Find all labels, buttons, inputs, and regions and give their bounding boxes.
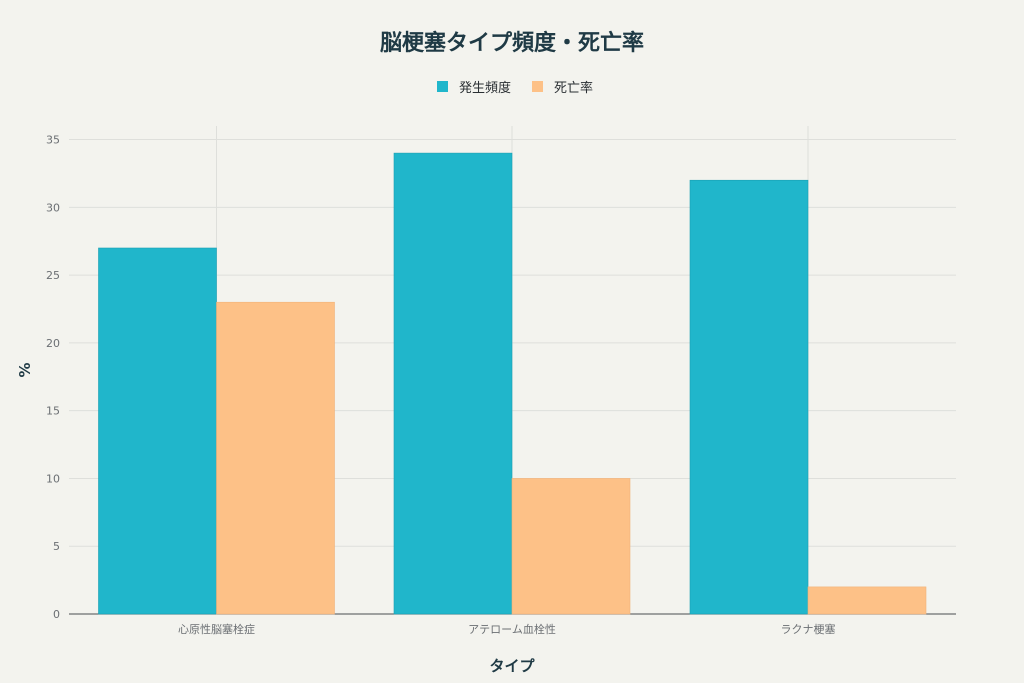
y-tick-label: 30 bbox=[46, 201, 60, 214]
x-axis-title: タイプ bbox=[489, 657, 535, 675]
y-tick-label: 10 bbox=[46, 472, 60, 485]
x-tick-label: ラクナ梗塞 bbox=[781, 622, 836, 636]
y-axis-title: % bbox=[16, 362, 34, 377]
bars bbox=[98, 152, 927, 615]
legend-label-2: 死亡率 bbox=[554, 80, 593, 96]
y-tick-label: 0 bbox=[53, 608, 60, 621]
x-tick-label: アテローム血栓性 bbox=[468, 622, 556, 636]
legend-swatch-2 bbox=[532, 81, 543, 92]
x-tick-label: 心原性脳塞栓症 bbox=[178, 622, 255, 636]
bar-mortality-2 bbox=[511, 478, 631, 615]
chart-title: 脳梗塞タイプ頻度・死亡率 bbox=[380, 30, 644, 56]
y-tick-label: 35 bbox=[46, 134, 60, 147]
y-axis-ticks: 0 5 10 15 20 25 30 35 bbox=[46, 134, 60, 621]
bar-mortality-3 bbox=[807, 586, 927, 615]
bar-frequency-2 bbox=[393, 152, 513, 615]
legend-swatch-1 bbox=[437, 81, 448, 92]
legend-label-1: 発生頻度 bbox=[459, 80, 511, 96]
legend: 発生頻度 死亡率 bbox=[437, 80, 593, 96]
bar-frequency-3 bbox=[689, 179, 809, 615]
y-tick-label: 15 bbox=[46, 405, 60, 418]
x-axis-ticks: 心原性脳塞栓症 アテローム血栓性 ラクナ梗塞 bbox=[178, 622, 836, 636]
y-tick-label: 5 bbox=[53, 540, 60, 553]
y-tick-label: 25 bbox=[46, 269, 60, 282]
bar-mortality-1 bbox=[216, 301, 335, 615]
y-tick-label: 20 bbox=[46, 337, 60, 350]
bar-frequency-1 bbox=[98, 247, 217, 615]
